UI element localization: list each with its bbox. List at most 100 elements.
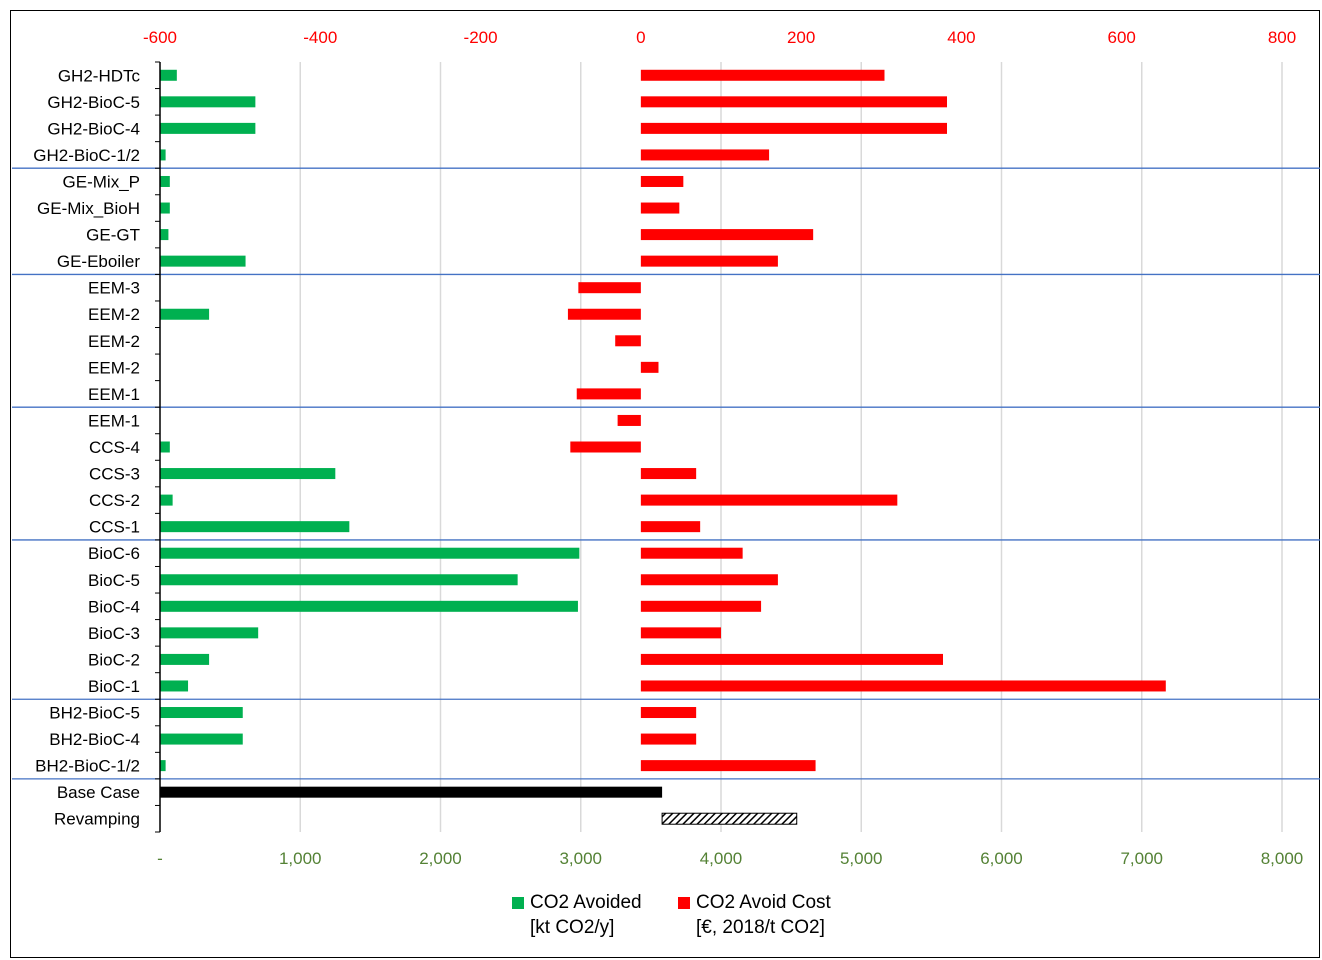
bar-co2-avoided: [160, 308, 210, 320]
bar-co2-avoid-cost: [640, 760, 816, 772]
top-axis-tick-label: 200: [787, 28, 815, 47]
bar-co2-avoided: [160, 760, 166, 772]
top-axis-tick-label: 800: [1268, 28, 1296, 47]
bar-co2-avoided: [160, 600, 578, 612]
category-label: Base Case: [57, 783, 140, 802]
category-label: EEM-1: [88, 411, 140, 430]
labels: GH2-HDTc GH2-BioC-5 GH2-BioC-4 GH2-BioC-1/2…: [33, 28, 1303, 868]
category-label: Revamping: [54, 810, 140, 829]
category-label: BioC-3: [88, 624, 140, 643]
category-label: GH2-HDTc: [58, 66, 141, 85]
category-label: EEM-2: [88, 358, 140, 377]
category-label: EEM-3: [88, 279, 140, 298]
bar-co2-avoid-cost: [640, 733, 697, 745]
bar-co2-avoid-cost: [640, 96, 948, 108]
bar-co2-avoided: [160, 653, 210, 665]
bar-co2-avoid-cost: [567, 308, 641, 320]
bar-co2-avoided: [160, 680, 189, 692]
bars: [160, 69, 1166, 825]
bar-co2-avoid-cost: [640, 149, 770, 161]
bottom-axis-tick-label: 4,000: [700, 849, 743, 868]
bar-co2-avoid-cost: [578, 282, 641, 294]
bar-co2-avoid-cost: [576, 388, 641, 400]
category-label: BH2-BioC-5: [49, 704, 140, 723]
bar-co2-avoid-cost: [640, 468, 697, 480]
category-label: GE-Eboiler: [57, 252, 140, 271]
category-label: BioC-4: [88, 597, 140, 616]
category-label: BioC-2: [88, 650, 140, 669]
bar-co2-avoid-cost: [640, 361, 659, 373]
bar-co2-avoid-cost: [640, 574, 778, 586]
bottom-axis-tick-label: 5,000: [840, 849, 883, 868]
bar-co2-avoided: [160, 122, 256, 134]
category-label: GE-Mix_P: [63, 172, 140, 191]
bar-co2-avoided: [160, 547, 580, 559]
top-axis-tick-label: -400: [303, 28, 337, 47]
category-label: CCS-4: [89, 438, 140, 457]
category-label: GE-GT: [86, 226, 140, 245]
bottom-axis-tick-label: -: [157, 849, 163, 868]
bar-co2-avoid-cost: [640, 653, 943, 665]
bar-co2-avoid-cost: [617, 414, 641, 426]
bar-co2-avoided: [160, 229, 169, 241]
category-label: CCS-2: [89, 491, 140, 510]
bar-co2-avoid-cost: [640, 521, 701, 533]
category-label: GE-Mix_BioH: [37, 199, 140, 218]
category-label: EEM-1: [88, 385, 140, 404]
bottom-axis-tick-label: 1,000: [279, 849, 322, 868]
bar-co2-avoided: [160, 255, 246, 267]
category-label: BioC-6: [88, 544, 140, 563]
chart-frame: [10, 10, 1320, 958]
bar-co2-avoid-cost: [640, 122, 948, 134]
legend-sublabel: [€, 2018/t CO2]: [696, 917, 825, 938]
gridlines: [299, 62, 1283, 832]
legend-swatch-green: [512, 896, 524, 909]
bar-co2-avoided: [160, 69, 177, 81]
group-dividers: [12, 167, 1320, 780]
bar-co2-avoided: [160, 707, 243, 719]
bar-co2-avoided: [160, 574, 518, 586]
bar-co2-avoided: [160, 733, 243, 745]
legend-swatch-red: [678, 896, 690, 909]
bar-co2-avoided: [160, 202, 170, 214]
bar-co2-avoided: [160, 521, 350, 533]
category-label: BH2-BioC-1/2: [35, 757, 140, 776]
category-label: GH2-BioC-5: [47, 93, 140, 112]
top-axis-tick-label: 0: [636, 28, 645, 47]
axes: [155, 61, 161, 833]
bottom-axis-tick-label: 3,000: [559, 849, 602, 868]
bar-co2-avoid-cost: [640, 255, 778, 267]
category-label: CCS-3: [89, 465, 140, 484]
bar-co2-avoided: [160, 175, 170, 187]
bar-co2-avoided: [160, 96, 256, 108]
category-label: BH2-BioC-4: [49, 730, 140, 749]
bar-co2-avoid-cost: [640, 202, 680, 214]
legend-item-co2-avoid-cost: CO2 Avoid Cost [€, 2018/t CO2]: [678, 890, 831, 940]
legend-label: CO2 Avoided: [530, 892, 642, 913]
top-axis-tick-label: 600: [1108, 28, 1136, 47]
bar-co2-avoided: [160, 494, 173, 506]
legend-label: CO2 Avoid Cost: [696, 892, 831, 913]
top-axis-tick-label: 400: [947, 28, 975, 47]
bottom-axis-tick-label: 8,000: [1261, 849, 1304, 868]
bar-base-case: [160, 786, 663, 798]
bar-revamping: [661, 812, 798, 825]
bottom-axis-tick-label: 2,000: [419, 849, 462, 868]
bar-co2-avoid-cost: [640, 69, 885, 81]
bar-co2-avoid-cost: [640, 627, 721, 639]
bottom-axis-tick-label: 6,000: [980, 849, 1023, 868]
category-label: EEM-2: [88, 332, 140, 351]
bar-co2-avoid-cost: [570, 441, 641, 453]
bottom-axis-tick-label: 7,000: [1120, 849, 1163, 868]
bar-co2-avoided: [160, 468, 336, 480]
bar-co2-avoid-cost: [615, 335, 641, 347]
legend-sublabel: [kt CO2/y]: [530, 917, 615, 938]
top-axis-tick-label: -600: [143, 28, 177, 47]
bar-co2-avoid-cost: [640, 600, 762, 612]
bar-co2-avoid-cost: [640, 229, 814, 241]
category-label: EEM-2: [88, 305, 140, 324]
category-label: CCS-1: [89, 518, 140, 537]
bar-co2-avoid-cost: [640, 680, 1166, 692]
bar-co2-avoid-cost: [640, 175, 684, 187]
